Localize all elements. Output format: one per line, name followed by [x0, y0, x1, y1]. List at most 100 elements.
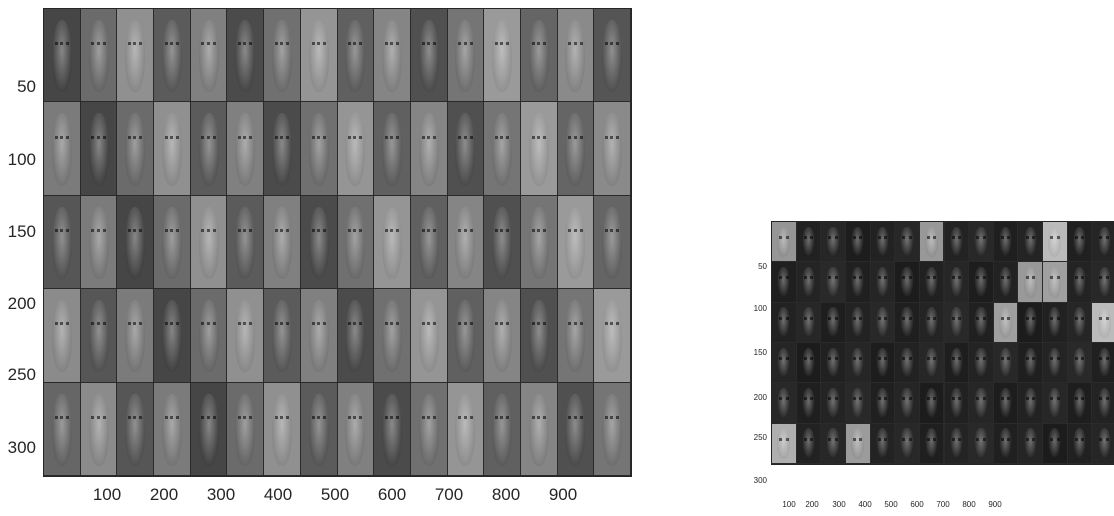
- face-montage-axes: [43, 8, 632, 477]
- x-tick-label: 400: [858, 500, 872, 509]
- face-tile: [337, 195, 374, 289]
- face-tile: [154, 289, 190, 382]
- y-tick-label: 300: [753, 476, 767, 485]
- face-tile: [772, 262, 796, 302]
- x-tick-label: 300: [206, 485, 236, 504]
- face-tile: [1043, 343, 1067, 383]
- face-tile: [300, 195, 337, 289]
- face-tile: [1018, 262, 1043, 302]
- face-tile: [969, 302, 993, 342]
- face-tile: [895, 343, 919, 383]
- y-tick-label: 250: [753, 433, 767, 442]
- x-tick-label: 900: [548, 485, 578, 504]
- face-tile: [796, 302, 821, 342]
- face-tile: [447, 382, 484, 475]
- face-tile: [80, 382, 117, 475]
- face-tile: [484, 382, 520, 475]
- x-tick-label: 400: [263, 485, 293, 504]
- face-tile: [1018, 302, 1043, 342]
- face-tile: [1067, 423, 1092, 463]
- x-tick-label: 500: [320, 485, 350, 504]
- face-tile: [969, 383, 993, 423]
- face-tile: [374, 9, 410, 102]
- y-tick-label: 50: [17, 77, 36, 96]
- face-tile: [845, 383, 870, 423]
- face-tile: [821, 343, 845, 383]
- face-tile: [870, 383, 895, 423]
- face-tile: [264, 195, 300, 289]
- face-tile: [772, 383, 796, 423]
- face-tile: [117, 289, 154, 382]
- face-tile: [944, 262, 969, 302]
- face-tile: [190, 195, 227, 289]
- face-tile: [895, 222, 919, 262]
- face-tile: [557, 289, 594, 382]
- face-tile: [944, 383, 969, 423]
- face-tile: [870, 302, 895, 342]
- face-tile: [895, 262, 919, 302]
- face-tile: [993, 222, 1018, 262]
- face-tile: [821, 302, 845, 342]
- y-tick-label: 250: [7, 365, 36, 384]
- face-tile: [227, 9, 264, 102]
- x-tick-label: 300: [832, 500, 846, 509]
- face-tile: [44, 102, 80, 195]
- face-tile: [300, 382, 337, 475]
- face-tile: [821, 383, 845, 423]
- face-tile: [969, 222, 993, 262]
- face-tile: [410, 382, 447, 475]
- face-tile: [300, 9, 337, 102]
- face-tile: [557, 102, 594, 195]
- face-tile: [845, 423, 870, 463]
- face-tile: [44, 9, 80, 102]
- face-tile: [520, 102, 557, 195]
- face-tile: [1018, 222, 1043, 262]
- face-tile: [557, 9, 594, 102]
- y-tick-label: 100: [753, 304, 767, 313]
- face-tile: [594, 195, 630, 289]
- face-tile: [919, 302, 944, 342]
- face-tile: [821, 423, 845, 463]
- face-tile: [44, 195, 80, 289]
- face-tile: [1092, 343, 1114, 383]
- x-tick-label: 200: [805, 500, 819, 509]
- x-tick-label: 600: [377, 485, 407, 504]
- face-tile: [44, 289, 80, 382]
- face-tile: [772, 222, 796, 262]
- face-tile: [944, 343, 969, 383]
- face-tile: [944, 222, 969, 262]
- face-tile: [374, 195, 410, 289]
- face-tile: [190, 382, 227, 475]
- face-tile: [895, 302, 919, 342]
- face-tile: [410, 195, 447, 289]
- face-tile: [154, 195, 190, 289]
- face-tile: [374, 102, 410, 195]
- face-tile: [117, 195, 154, 289]
- face-tile: [190, 289, 227, 382]
- face-tile: [796, 383, 821, 423]
- face-tile: [374, 289, 410, 382]
- face-tile: [374, 382, 410, 475]
- face-tile: [117, 102, 154, 195]
- face-tile: [594, 9, 630, 102]
- face-tile: [870, 343, 895, 383]
- face-tile: [1067, 343, 1092, 383]
- face-tile: [1043, 262, 1067, 302]
- y-tick-label: 50: [758, 262, 767, 271]
- face-tile: [520, 289, 557, 382]
- face-tile: [772, 302, 796, 342]
- face-tile: [337, 9, 374, 102]
- face-tile: [227, 382, 264, 475]
- face-tile: [557, 195, 594, 289]
- face-tile: [264, 289, 300, 382]
- face-tile: [1092, 262, 1114, 302]
- face-tile: [484, 195, 520, 289]
- face-tile: [410, 102, 447, 195]
- face-tile: [594, 102, 630, 195]
- face-tile: [993, 262, 1018, 302]
- face-tile: [993, 423, 1018, 463]
- face-tile: [484, 289, 520, 382]
- face-tile: [969, 262, 993, 302]
- x-tick-label: 800: [491, 485, 521, 504]
- face-tile: [919, 423, 944, 463]
